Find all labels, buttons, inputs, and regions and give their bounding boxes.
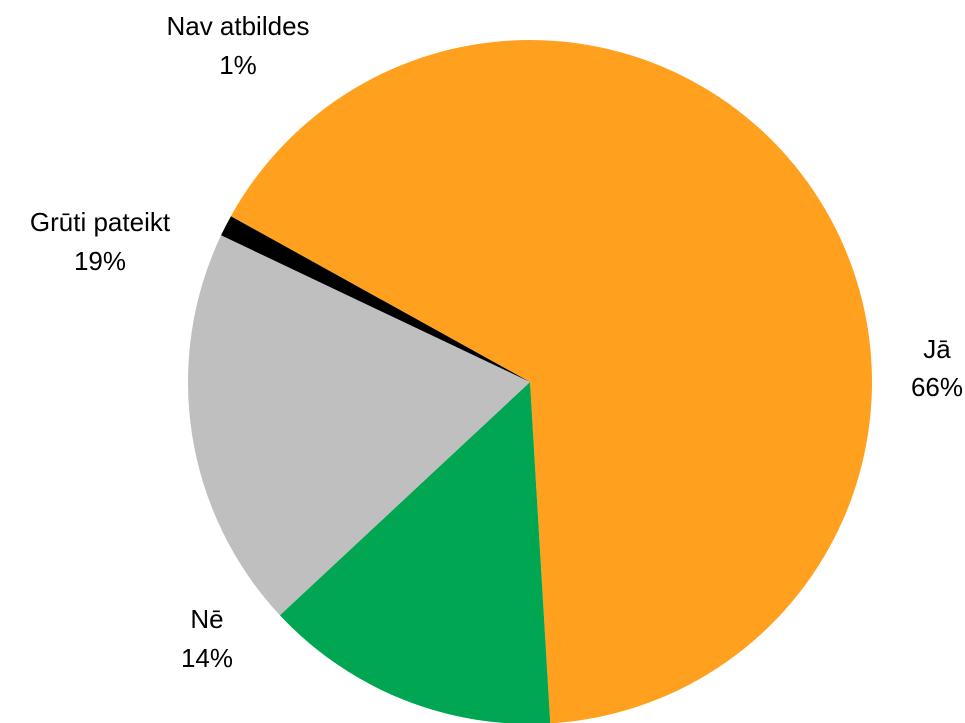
slice-label-nav-atbildes: Nav atbildes xyxy=(166,11,309,41)
slice-label-gruti-pateikt: Grūti pateikt xyxy=(30,207,171,237)
pie-slice-ne xyxy=(279,382,551,723)
pie-slice-gruti-pateikt xyxy=(188,235,530,616)
slice-value-ne: 14% xyxy=(181,643,233,673)
pie-slice-ja xyxy=(230,40,872,723)
slice-value-ja: 66% xyxy=(911,372,963,402)
pie-slices xyxy=(188,40,872,723)
pie-slice-nav-atbildes xyxy=(221,216,530,382)
slice-label-ja: Jā xyxy=(923,334,951,364)
pie-labels: Jā 66% Nē 14% Grūti pateikt 19% Nav atbi… xyxy=(30,11,963,673)
slice-label-ne: Nē xyxy=(190,604,223,634)
slice-value-gruti-pateikt: 19% xyxy=(74,246,126,276)
slice-value-nav-atbildes: 1% xyxy=(219,50,257,80)
